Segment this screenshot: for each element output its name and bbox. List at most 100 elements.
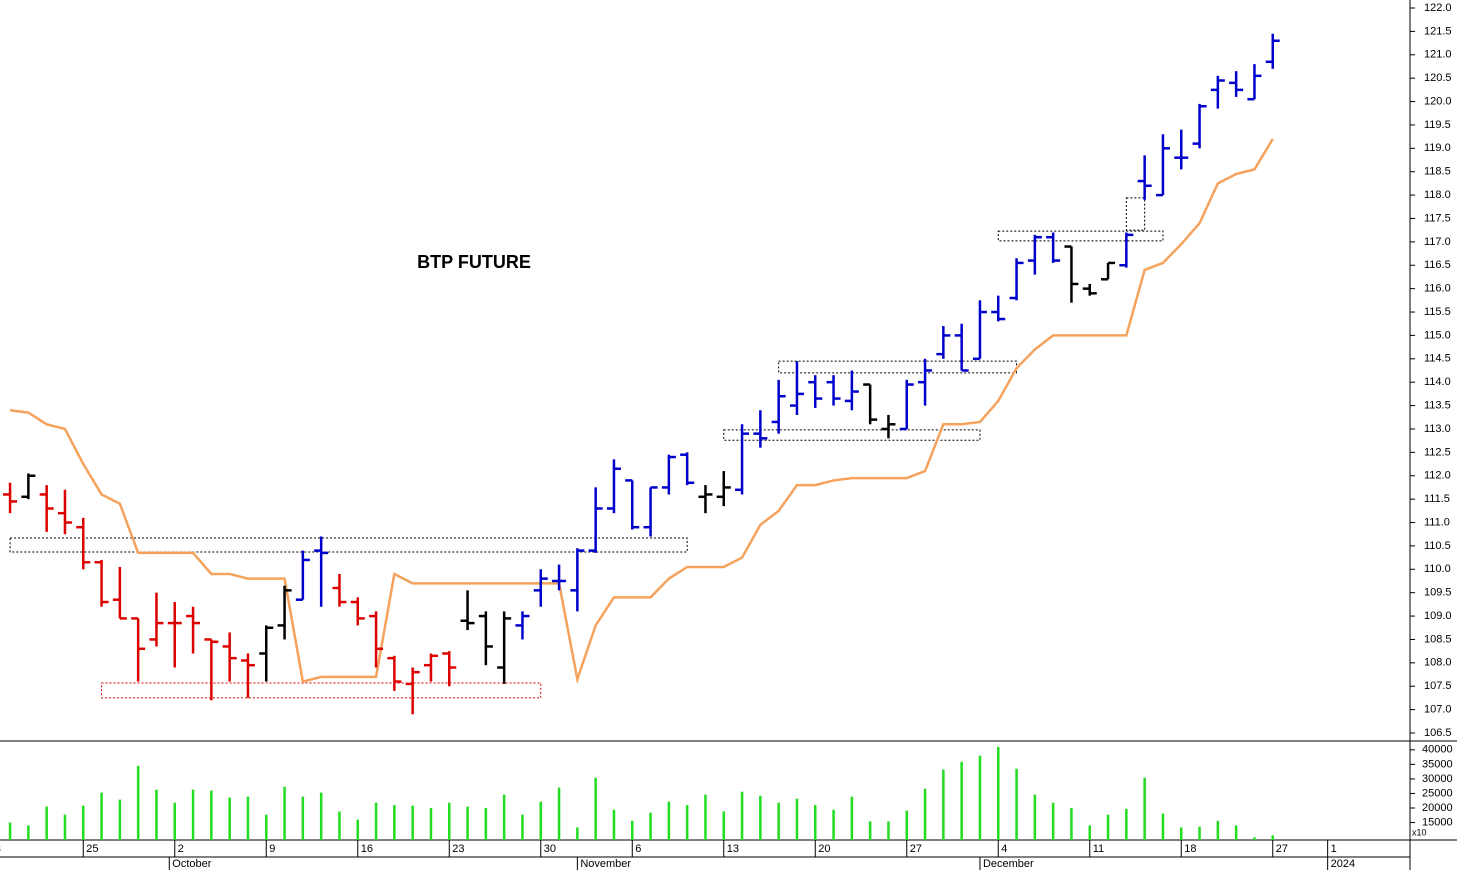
volume-bar <box>631 820 634 840</box>
volume-scale-label: x10 <box>1412 827 1427 837</box>
volume-bar <box>63 814 67 840</box>
y-tick-label: 113.0 <box>1424 423 1451 435</box>
range-box <box>101 682 542 699</box>
x-tick-label: 8 <box>0 843 1 855</box>
volume-bar <box>868 821 872 840</box>
volume-bar <box>1216 820 1220 840</box>
volume-bar <box>45 806 48 840</box>
y-tick-label: 112.0 <box>1424 470 1451 482</box>
y-tick-label: 110.0 <box>1424 563 1451 575</box>
volume-bar <box>1015 768 1018 840</box>
y-tick-label: 111.0 <box>1424 516 1450 528</box>
trailing-line <box>9 138 1274 685</box>
volume-bar <box>594 777 597 840</box>
volume-bar <box>429 808 433 840</box>
volume-bar <box>210 790 213 840</box>
volume-bar <box>1106 814 1110 840</box>
x-tick-label: 23 <box>452 843 464 855</box>
x-tick-label: 16 <box>361 843 373 855</box>
volume-bar <box>795 798 799 840</box>
x-tick-label: 25 <box>86 843 98 855</box>
volume-bar <box>942 769 945 840</box>
y-tick-label: 119.5 <box>1424 119 1451 131</box>
x-tick-label: 13 <box>727 843 739 855</box>
y-tick-label: 118.0 <box>1424 189 1451 201</box>
volume-bar <box>887 821 890 840</box>
volume-bar <box>228 797 231 840</box>
volume-bar <box>557 787 561 840</box>
volume-bar <box>265 814 268 840</box>
x-tick-label: 27 <box>910 843 922 855</box>
volume-bar <box>484 808 488 840</box>
volume-bar <box>1051 802 1055 840</box>
x-tick-label: 20 <box>818 843 830 855</box>
y-tick-label: 109.0 <box>1424 610 1452 622</box>
x-tick-label: 27 <box>1276 843 1288 855</box>
month-label: 2024 <box>1331 858 1355 870</box>
volume-bar <box>521 814 524 840</box>
volume-tick-label: 35000 <box>1422 758 1453 770</box>
x-tick-label: 6 <box>635 843 641 855</box>
volume-bar <box>27 825 30 840</box>
volume-bar <box>100 792 103 840</box>
y-tick-label: 106.5 <box>1424 727 1452 739</box>
y-tick-label: 108.5 <box>1424 633 1452 645</box>
volume-bar <box>448 802 451 840</box>
y-tick-label: 114.0 <box>1424 376 1451 388</box>
y-tick-label: 115.0 <box>1424 329 1451 341</box>
y-tick-label: 117.5 <box>1424 212 1451 224</box>
volume-bar <box>502 794 506 840</box>
volume-bar <box>118 799 122 840</box>
volume-tick-label: 15000 <box>1422 816 1453 828</box>
y-tick-label: 120.0 <box>1424 95 1452 107</box>
volume-bar <box>319 792 323 840</box>
volume-tick-label: 30000 <box>1422 773 1453 785</box>
volume-bar <box>356 819 360 840</box>
volume-bar <box>1234 825 1238 840</box>
volume-tick-label: 20000 <box>1422 802 1453 814</box>
volume-bar <box>8 822 12 840</box>
volume-bar <box>905 810 909 840</box>
month-label: December <box>983 858 1034 870</box>
volume-bar <box>82 805 85 840</box>
volume-bar <box>136 765 140 840</box>
volume-bar <box>1088 825 1092 840</box>
x-tick-label: 11 <box>1093 843 1104 855</box>
y-tick-label: 115.5 <box>1424 306 1451 318</box>
y-tick-label: 107.5 <box>1424 680 1452 692</box>
y-tick-label: 110.5 <box>1424 540 1451 552</box>
volume-bar <box>850 796 854 840</box>
volume-bar <box>832 809 835 840</box>
month-label: October <box>172 858 211 870</box>
range-box <box>723 429 981 441</box>
volume-bar <box>191 789 195 840</box>
volume-tick-label: 25000 <box>1422 787 1453 799</box>
y-tick-label: 119.0 <box>1424 142 1451 154</box>
y-tick-label: 113.5 <box>1424 399 1451 411</box>
x-tick-label: 9 <box>269 843 275 855</box>
volume-bar <box>539 801 543 840</box>
volume-bar <box>1125 808 1128 840</box>
volume-bar <box>1143 777 1146 840</box>
volume-bar <box>411 805 414 840</box>
y-tick-label: 112.5 <box>1424 446 1451 458</box>
volume-bar <box>1180 827 1183 840</box>
x-tick-label: 30 <box>544 843 556 855</box>
volume-bar <box>576 827 579 840</box>
range-box <box>997 230 1164 242</box>
y-tick-label: 121.0 <box>1424 49 1452 61</box>
volume-bar <box>466 806 469 840</box>
volume-bar <box>155 789 158 840</box>
volume-bar <box>978 755 982 840</box>
volume-bar <box>1271 835 1275 840</box>
range-box <box>778 360 1018 374</box>
volume-bar <box>997 746 1000 840</box>
volume-bar <box>740 791 744 840</box>
volume-bar <box>338 811 341 840</box>
volume-bar <box>1161 813 1165 840</box>
x-tick-label: 2 <box>178 843 184 855</box>
y-tick-label: 108.0 <box>1424 657 1452 669</box>
y-tick-label: 120.5 <box>1424 72 1452 84</box>
volume-bar <box>759 795 762 840</box>
